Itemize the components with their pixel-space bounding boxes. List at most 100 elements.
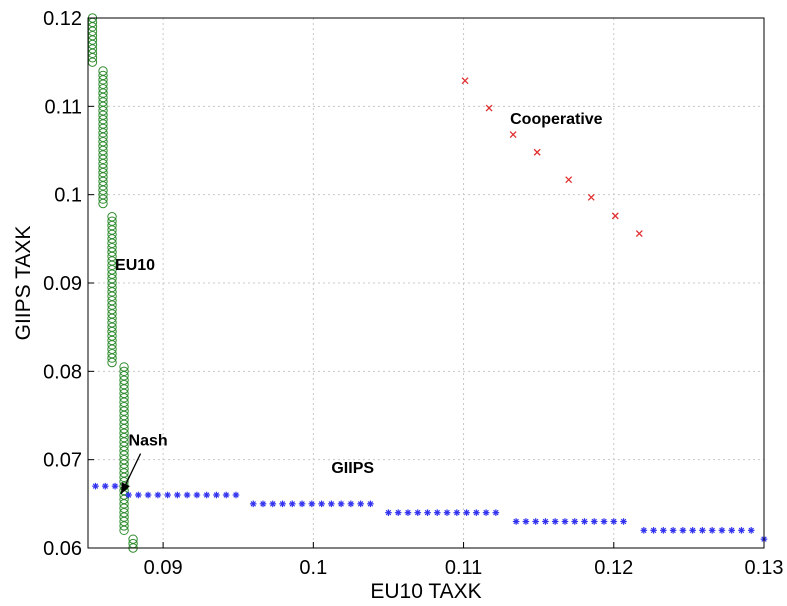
giips-point	[571, 518, 579, 525]
giips-point	[542, 518, 549, 525]
giips-point	[357, 500, 364, 508]
giips-point	[482, 509, 490, 516]
giips-point	[610, 518, 618, 525]
giips-point	[222, 491, 230, 499]
giips-point	[689, 527, 696, 534]
giips-point	[337, 500, 345, 508]
eu10-point	[98, 70, 108, 81]
giips-point	[581, 518, 588, 525]
giips-point	[125, 491, 132, 499]
giips-point	[101, 482, 109, 490]
annotation-cooperative: Cooperative	[510, 111, 603, 128]
y-tick-label: 0.11	[45, 96, 82, 118]
giips-point	[747, 527, 755, 534]
giips-point	[718, 527, 726, 534]
eu10-point	[98, 66, 108, 76]
x-tick-label: 0.1	[299, 557, 327, 579]
x-tick-label: 0.11	[445, 557, 482, 579]
giips-point	[298, 500, 306, 508]
x-tick-label: 0.12	[594, 557, 633, 579]
cooperative-point	[533, 148, 541, 156]
giips-point	[728, 527, 736, 534]
giips-point	[738, 527, 745, 534]
giips-point	[174, 491, 181, 499]
giips-point	[269, 500, 277, 508]
cooperative-point	[485, 104, 493, 112]
giips-point	[424, 509, 431, 516]
y-tick-label: 0.09	[43, 273, 82, 295]
giips-point	[640, 527, 648, 534]
giips-point	[620, 518, 627, 525]
y-tick-label: 0.12	[43, 8, 82, 30]
giips-point	[443, 509, 451, 516]
giips-point	[308, 500, 316, 508]
y-tick-label: 0.1	[54, 185, 82, 207]
giips-point	[492, 509, 500, 516]
plot-frame	[87, 17, 765, 549]
annotation-nash: Nash	[129, 433, 168, 450]
giips-point	[289, 500, 296, 508]
giips-point	[318, 500, 325, 508]
giips-point	[414, 509, 422, 516]
eu10-point	[119, 366, 129, 377]
giips-point	[699, 527, 706, 534]
giips-point	[590, 518, 598, 525]
x-axis-label: EU10 TAXK	[370, 580, 481, 603]
giips-point	[259, 500, 267, 508]
giips-point	[660, 527, 667, 534]
giips-point	[328, 500, 335, 508]
giips-point	[404, 509, 412, 516]
x-tick-label: 0.09	[144, 557, 183, 579]
giips-point	[600, 518, 608, 525]
eu10-point	[107, 216, 117, 226]
annotation-giips: GIIPS	[331, 460, 374, 477]
cooperative-point	[461, 77, 469, 85]
giips-point	[561, 518, 569, 525]
nash-arrowhead	[121, 482, 130, 495]
giips-point	[394, 509, 402, 516]
giips-point	[135, 491, 142, 499]
giips-point	[367, 500, 374, 508]
x-axis-ticks: 0.09 0.1 0.11 0.12 0.13	[144, 542, 784, 579]
cooperative-point	[509, 131, 517, 139]
annotation-eu10: EU10	[115, 257, 155, 274]
y-axis-ticks: 0.06 0.07 0.08 0.09 0.1 0.11 0.12	[43, 8, 94, 560]
cooperative-point	[635, 230, 643, 237]
y-tick-label: 0.08	[43, 361, 82, 383]
giips-point	[279, 500, 286, 508]
y-tick-label: 0.06	[43, 538, 82, 560]
giips-point	[232, 491, 240, 499]
giips-point	[193, 491, 201, 499]
y-tick-label: 0.07	[43, 450, 82, 472]
data-series	[87, 13, 768, 553]
giips-point	[183, 491, 191, 499]
giips-point	[453, 509, 461, 516]
giips-point	[522, 518, 530, 525]
giips-point	[213, 491, 220, 499]
eu10-point	[107, 212, 117, 222]
eu10-point	[119, 362, 129, 372]
giips-point	[551, 518, 559, 525]
giips-point	[144, 491, 152, 499]
giips-point	[473, 509, 480, 516]
y-axis-label: GIIPS TAXK	[12, 226, 35, 341]
cooperative-point	[611, 212, 619, 220]
giips-point	[92, 482, 99, 490]
giips-point	[650, 527, 657, 534]
cooperative-point	[565, 176, 573, 184]
giips-point	[111, 482, 119, 490]
giips-point	[154, 491, 162, 499]
giips-point	[463, 509, 470, 516]
giips-point	[679, 527, 687, 534]
grid-lines	[88, 18, 764, 548]
giips-point	[669, 527, 677, 534]
giips-point	[249, 500, 257, 508]
x-tick-label: 0.13	[745, 557, 784, 579]
cooperative-point	[587, 193, 595, 201]
giips-point	[532, 518, 539, 525]
giips-point	[164, 491, 171, 499]
giips-point	[512, 518, 520, 525]
giips-point	[385, 509, 392, 516]
eu10-point	[128, 534, 138, 544]
